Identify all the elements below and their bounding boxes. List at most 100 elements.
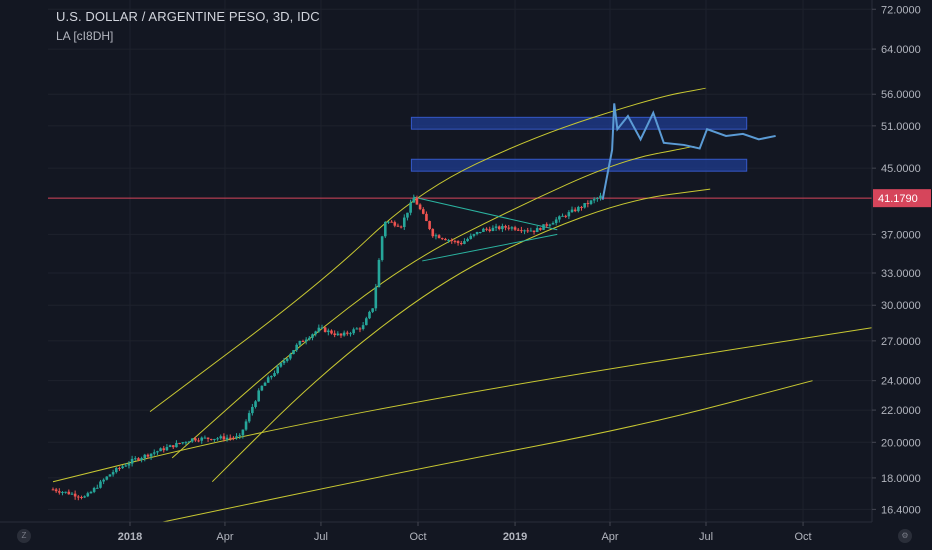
candle-body [254,401,257,407]
candle-body [513,227,517,230]
candle-body [535,228,539,233]
price-tag [873,189,931,208]
candle-body [409,202,412,213]
candle-body [516,229,520,231]
candle-body [355,328,359,330]
x-tick-label: Jul [314,531,328,543]
candle-body [327,330,330,333]
candle-body [216,438,219,440]
candle-body [133,458,137,460]
candle-body [431,229,435,237]
candle-body [532,230,536,233]
candle-body [523,230,526,232]
candle-body [289,354,292,359]
y-tick-label: 33.0000 [881,268,921,280]
candle-body [387,221,390,223]
candle-body [396,225,400,227]
candle-body [377,259,381,288]
candle-body [77,496,80,498]
candle-body [440,238,444,240]
candle-body [444,238,447,241]
candle-body [175,443,178,448]
candle-body [187,441,191,443]
candle-body [510,227,514,229]
y-tick-label: 37.0000 [881,229,921,241]
candle-body [323,327,327,333]
candle-body [165,447,169,451]
candle-body [190,438,194,442]
candle-body [507,227,511,229]
zoom-icon[interactable]: Z [17,529,31,543]
candle-body [589,200,593,204]
candle-body [70,493,74,495]
candle-body [529,230,533,232]
candle-body [282,360,286,364]
candle-body [311,334,314,338]
candle-body [466,238,469,242]
candle-body [333,333,336,336]
candle-body [558,216,561,220]
candle-body [295,344,298,351]
x-tick-label: Oct [794,531,811,543]
candle-body [251,406,254,414]
candle-body [89,491,93,494]
candle-body [450,240,454,242]
candle-body [564,215,567,217]
y-tick-label: 22.0000 [881,405,921,417]
candle-body [263,382,267,386]
candle-body [292,350,295,355]
candle-body [418,204,422,210]
y-tick-label: 27.0000 [881,336,921,348]
candle-body [339,333,343,336]
y-tick-label: 20.0000 [881,437,921,449]
candle-body [285,358,289,361]
triangle-line [413,196,558,231]
candle-body [222,436,226,440]
x-tick-label: 2018 [118,531,142,543]
candle-body [520,230,523,232]
triangle-line [422,233,558,262]
candle-body [232,437,235,439]
candle-body [203,437,207,439]
candle-body [247,413,251,422]
candle-body [127,463,131,466]
indicator-label[interactable]: LA [cI8DH] [56,29,114,43]
candle-body [346,332,349,334]
settings-icon[interactable]: ⚙ [898,529,912,543]
candle-body [567,212,571,217]
price-axis [872,0,932,550]
candle-body [244,421,248,430]
candle-body [219,436,223,439]
candle-body [482,228,485,232]
candle-body [137,458,140,461]
y-tick-label: 56.0000 [881,89,921,101]
candle-body [542,224,545,230]
candle-body [238,435,242,437]
y-tick-label: 72.0000 [881,4,921,16]
candle-body [194,438,197,441]
channel-curve [211,188,711,483]
candle-body [86,493,90,497]
channel-curve [171,145,695,459]
candle-body [434,235,438,237]
candle-body [425,213,428,222]
candle-body [266,377,270,383]
candle-body [497,226,501,230]
x-tick-label: Jul [699,531,713,543]
y-tick-label: 45.0000 [881,163,921,175]
candle-body [80,497,83,499]
candle-body [383,221,387,237]
candle-body [368,311,371,319]
candle-body [463,241,466,244]
candle-body [51,489,55,491]
y-tick-label: 64.0000 [881,44,921,56]
candle-body [73,493,77,497]
candle-body [491,227,495,231]
x-tick-label: Oct [409,531,426,543]
candle-body [64,491,67,493]
candle-body [54,489,58,492]
candle-body [178,443,181,445]
chart-title: U.S. DOLLAR / ARGENTINE PESO, 3D, IDC [56,9,320,24]
candle-body [583,203,586,208]
